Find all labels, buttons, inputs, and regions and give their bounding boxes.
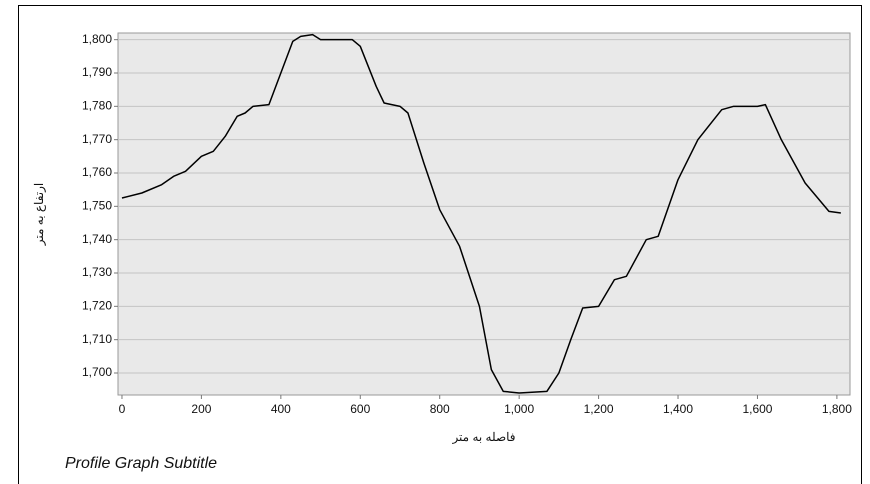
x-tick-label: 600 (350, 402, 370, 416)
y-tick-label: 1,760 (82, 165, 112, 179)
x-tick-label: 400 (271, 402, 291, 416)
y-tick-label: 1,740 (82, 232, 112, 246)
x-tick-label: 1,800 (822, 402, 852, 416)
y-tick-label: 1,750 (82, 199, 112, 213)
x-axis-label: فاصله به متر (451, 430, 515, 444)
x-tick-label: 1,400 (663, 402, 693, 416)
y-tick-label: 1,780 (82, 99, 112, 113)
profile-line (121, 33, 841, 394)
y-tick-label: 1,800 (82, 32, 112, 46)
y-tick-label: 1,730 (82, 265, 112, 279)
y-tick-label: 1,700 (82, 365, 112, 379)
y-axis-label: ارتفاع به متر (32, 183, 46, 246)
plot-area (117, 32, 851, 396)
x-tick-label: 200 (191, 402, 211, 416)
x-tick-label: 0 (119, 402, 126, 416)
x-tick-label: 800 (430, 402, 450, 416)
y-tick-label: 1,720 (82, 299, 112, 313)
x-tick-label: 1,000 (504, 402, 534, 416)
x-tick-label: 1,200 (584, 402, 614, 416)
y-tick-label: 1,710 (82, 332, 112, 346)
x-tick-label: 1,600 (742, 402, 772, 416)
y-tick-label: 1,770 (82, 132, 112, 146)
y-tick-label: 1,790 (82, 65, 112, 79)
subtitle: Profile Graph Subtitle (65, 455, 217, 472)
